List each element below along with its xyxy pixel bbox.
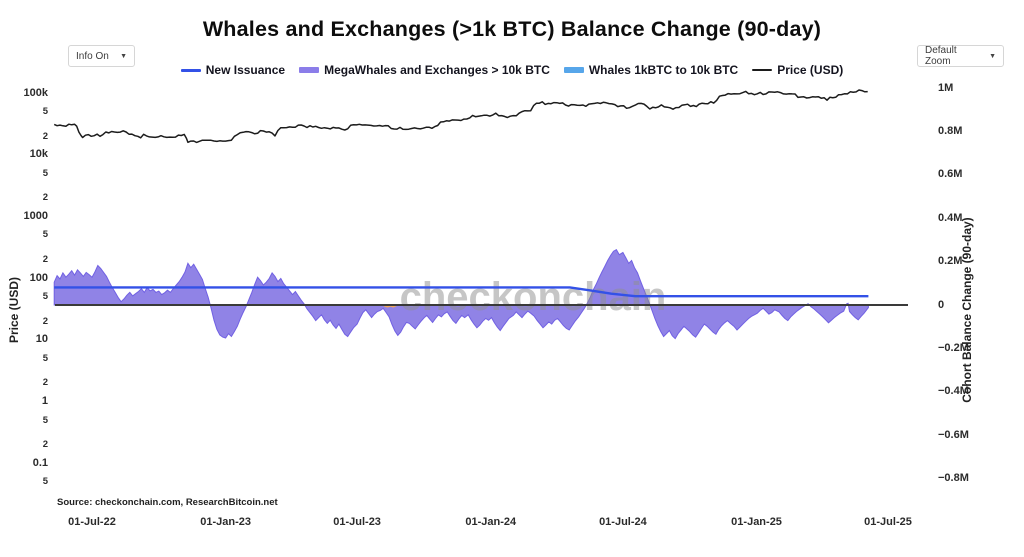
y-left-tick: 2 — [42, 377, 48, 389]
legend-item-new-issuance[interactable]: New Issuance — [180, 63, 286, 77]
megawhales-area — [53, 249, 869, 340]
y-left-tick: 5 — [42, 414, 48, 426]
y-left-tick: 5 — [42, 352, 48, 364]
y-left-tick: 100 — [29, 271, 48, 284]
legend: New Issuance MegaWhales and Exchanges > 1… — [0, 63, 1024, 77]
y-right-tick: −0.8M — [938, 472, 969, 485]
y-left-tick: 2 — [42, 439, 48, 451]
legend-swatch-icon — [752, 69, 773, 71]
legend-item-whales-1kbtc-to-10k-btc[interactable]: Whales 1kBTC to 10k BTC — [563, 63, 739, 77]
y-left-tick: 2 — [42, 192, 48, 204]
y-left-tick: 2 — [42, 130, 48, 142]
chart-title: Whales and Exchanges (>1k BTC) Balance C… — [202, 17, 822, 41]
y-left-tick: 5 — [42, 229, 48, 241]
y-right-tick: 0.4M — [938, 211, 963, 224]
legend-label: Whales 1kBTC to 10k BTC — [588, 63, 739, 77]
x-tick: 01-Jan-24 — [465, 516, 517, 528]
watermark: checkonchain — [400, 275, 667, 319]
legend-item-megawhales-and-exchanges-10k-btc[interactable]: MegaWhales and Exchanges > 10k BTC — [299, 63, 550, 77]
x-tick: 01-Jan-23 — [200, 516, 251, 528]
chevron-down-icon: ▼ — [120, 52, 127, 60]
y-left-tick: 2 — [42, 315, 48, 327]
x-tick: 01-Jul-22 — [68, 516, 116, 528]
y-left-tick: 5 — [42, 291, 48, 303]
y-right-tick: 1M — [938, 81, 954, 94]
zoom-dropdown-label: Default Zoom — [925, 45, 957, 67]
x-tick: 01-Jul-25 — [864, 516, 912, 528]
y-right-tick: 0.8M — [938, 124, 963, 137]
x-tick: 01-Jul-24 — [599, 516, 647, 528]
y-right-tick: −0.4M — [938, 385, 969, 398]
legend-label: New Issuance — [205, 63, 286, 77]
y-left-tick: 10k — [29, 148, 48, 161]
y-left-tick: 1000 — [23, 209, 48, 222]
new-issuance-line — [54, 286, 869, 298]
legend-item-price-usd[interactable]: Price (USD) — [752, 63, 843, 77]
price-line — [53, 89, 868, 144]
info-dropdown-label: Info On — [76, 50, 109, 62]
info-dropdown[interactable]: Info On ▼ — [68, 45, 135, 67]
x-tick: 01-Jan-25 — [731, 516, 782, 528]
y-left-tick: 10 — [35, 333, 48, 346]
y-left-tick: 5 — [42, 106, 48, 118]
y-right-tick: −0.6M — [938, 428, 969, 441]
x-tick: 01-Jul-23 — [333, 516, 381, 528]
legend-label: Price (USD) — [777, 63, 844, 77]
y-right-tick: 0 — [938, 298, 945, 311]
legend-swatch-icon — [563, 67, 584, 73]
legend-swatch-icon — [299, 67, 320, 73]
y-right-tick: −0.2M — [938, 341, 969, 354]
y-left-tick: 5 — [42, 167, 48, 179]
y-right-tick: 0.6M — [938, 168, 963, 181]
chevron-down-icon: ▼ — [989, 52, 996, 60]
y-left-tick: 100k — [23, 86, 48, 99]
source-note: Source: checkonchain.com, ResearchBitcoi… — [57, 497, 278, 508]
y-right-tick: 0.2M — [938, 255, 963, 268]
legend-swatch-icon — [180, 68, 201, 72]
y-left-tick: 1 — [41, 395, 48, 407]
y-left-tick: 5 — [42, 476, 48, 488]
legend-label: MegaWhales and Exchanges > 10k BTC — [324, 63, 550, 77]
zoom-dropdown[interactable]: Default Zoom ▼ — [917, 45, 1004, 67]
y-left-tick: 2 — [42, 254, 48, 266]
y-axis-title-balance: Cohort Balance Change (90-day) — [960, 217, 974, 403]
y-left-tick: 0.1 — [32, 456, 48, 469]
